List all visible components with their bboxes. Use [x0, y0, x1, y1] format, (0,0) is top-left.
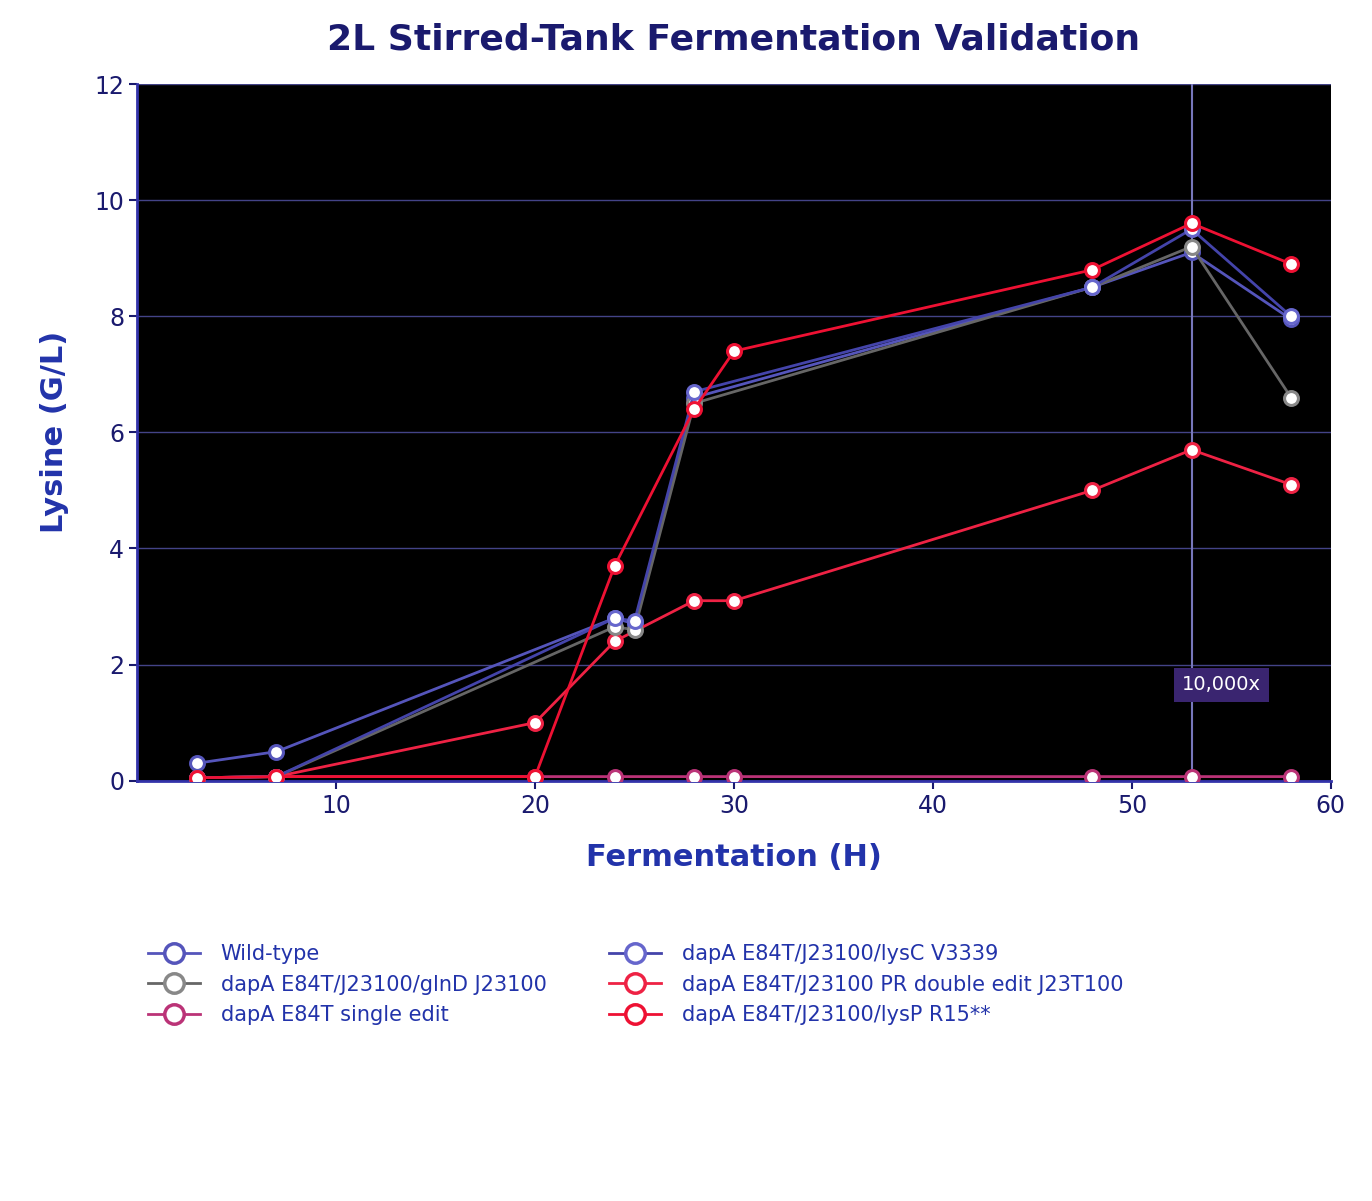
- X-axis label: Fermentation (H): Fermentation (H): [586, 843, 882, 872]
- Text: 10,000x: 10,000x: [1181, 675, 1261, 694]
- Title: 2L Stirred-Tank Fermentation Validation: 2L Stirred-Tank Fermentation Validation: [328, 23, 1140, 56]
- Legend: Wild-type, dapA E84T/J23100/glnD J23100, dapA E84T single edit, dapA E84T/J23100: Wild-type, dapA E84T/J23100/glnD J23100,…: [148, 944, 1124, 1026]
- Y-axis label: Lysine (G/L): Lysine (G/L): [40, 331, 69, 533]
